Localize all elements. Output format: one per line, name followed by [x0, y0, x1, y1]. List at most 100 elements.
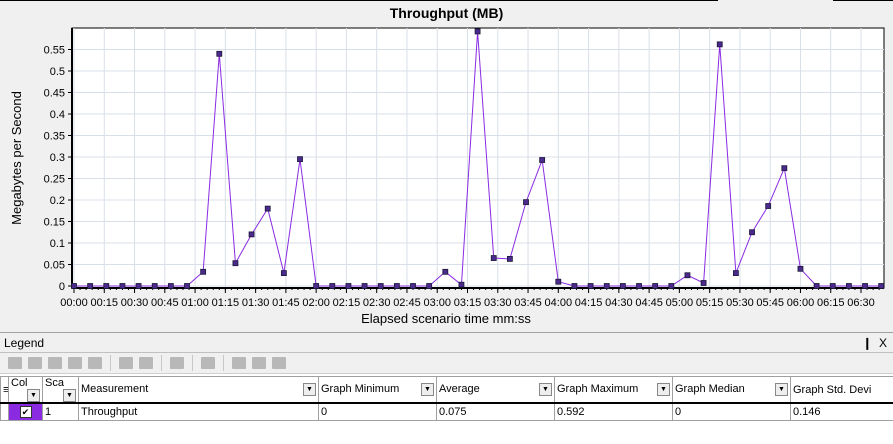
x-tick-label: 00:00 — [60, 297, 88, 309]
column-header-graph-maximum[interactable]: Graph Maximum ▼ — [554, 376, 673, 404]
x-tick-label: 05:30 — [726, 297, 754, 309]
columns-icon[interactable] — [201, 357, 215, 369]
graph-std-dev-cell: 0.146 — [790, 402, 893, 421]
x-tick-label: 02:45 — [393, 297, 421, 309]
x-tick-label: 06:30 — [847, 297, 875, 309]
close-icon[interactable]: X — [878, 336, 887, 350]
x-tick-label: 05:15 — [696, 297, 724, 309]
toolbar-icon[interactable] — [8, 357, 22, 369]
y-tick-label: 0.4 — [50, 109, 65, 121]
data-point — [151, 283, 158, 289]
x-tick-label: 03:45 — [514, 297, 542, 309]
column-header-measurement[interactable]: Measurement ▼ — [78, 376, 319, 404]
data-point — [200, 268, 207, 275]
dropdown-icon: ▼ — [303, 383, 316, 396]
toolbar-icon[interactable] — [170, 357, 184, 369]
dropdown-icon: ▼ — [775, 383, 788, 396]
x-tick-label: 04:45 — [635, 297, 663, 309]
legend-toolbar — [0, 353, 893, 374]
toolbar-icon[interactable] — [232, 357, 246, 369]
data-point — [184, 283, 190, 289]
x-tick-label: 06:00 — [787, 297, 815, 309]
pin-icon[interactable]: ❙ — [862, 336, 873, 350]
data-point — [167, 283, 174, 289]
column-header-average[interactable]: Average ▼ — [436, 376, 555, 404]
toolbar-icon[interactable] — [68, 357, 82, 369]
row-selector[interactable] — [0, 402, 9, 421]
x-tick-label: 01:00 — [181, 297, 209, 309]
y-tick-label: 0.05 — [44, 260, 65, 272]
visibility-checkbox[interactable]: ✔ — [19, 406, 32, 418]
x-tick-label: 00:30 — [121, 297, 149, 309]
data-point — [297, 156, 303, 163]
x-tick-label: 03:30 — [484, 297, 512, 309]
data-point — [636, 283, 642, 289]
y-tick-label: 0.45 — [44, 88, 65, 100]
measurement-cell: Throughput — [78, 402, 319, 421]
data-point — [361, 283, 368, 289]
x-tick-label: 02:30 — [363, 297, 391, 309]
color-cell[interactable]: ✔ — [8, 402, 43, 421]
data-point — [523, 199, 529, 206]
toolbar-icon[interactable] — [28, 357, 42, 369]
data-point — [797, 265, 804, 272]
x-tick-label: 04:15 — [575, 297, 603, 309]
data-point — [668, 283, 675, 289]
column-header-graph-median[interactable]: Graph Median ▼ — [672, 376, 791, 404]
column-header-color[interactable]: Col ▼ — [8, 376, 43, 404]
y-tick-label: 0.5 — [50, 66, 65, 78]
chart-title: Throughput (MB) — [389, 5, 504, 21]
data-point — [845, 283, 852, 289]
table-row[interactable]: ✔ 1 Throughput 0 0.075 0.592 0 0.146 — [0, 402, 893, 421]
dropdown-icon: ▼ — [539, 383, 552, 396]
x-tick-label: 06:15 — [817, 297, 845, 309]
dropdown-icon: ▼ — [63, 389, 76, 402]
toolbar-icon[interactable] — [252, 357, 266, 369]
data-point — [539, 157, 546, 163]
toolbar-icon[interactable] — [119, 357, 133, 369]
throughput-chart[interactable]: 00:00 00:15 00:30 00:45 01:00 01:15 01:30 01:45… — [0, 0, 893, 332]
data-point — [700, 280, 707, 286]
data-point — [232, 260, 239, 267]
toolbar-icon[interactable] — [272, 357, 286, 369]
dropdown-icon: ▼ — [657, 383, 670, 396]
toolbar-icon[interactable] — [48, 357, 62, 369]
y-tick-label: 0.35 — [44, 131, 65, 143]
data-point — [103, 283, 110, 289]
data-point — [878, 283, 885, 289]
data-point — [652, 283, 659, 289]
x-tick-label: 05:45 — [756, 297, 784, 309]
data-point — [345, 283, 352, 289]
column-header-graph-minimum[interactable]: Graph Minimum ▼ — [318, 376, 437, 404]
x-tick-label: 03:00 — [423, 297, 451, 309]
column-header-graph-std-dev[interactable]: Graph Std. Devi — [790, 376, 893, 404]
y-tick-label: 0.55 — [44, 45, 65, 57]
x-tick-label: 01:30 — [242, 297, 270, 309]
data-point — [313, 283, 320, 289]
filter-icon[interactable] — [88, 357, 102, 369]
graph-minimum-cell: 0 — [318, 402, 437, 421]
legend-title: Legend — [4, 336, 45, 350]
y-axis-label: Megabytes per Second — [9, 91, 24, 225]
x-tick-label: 01:15 — [212, 297, 240, 309]
average-cell: 0.075 — [436, 402, 555, 421]
toolbar-icon[interactable] — [139, 357, 153, 369]
x-tick-label: 02:00 — [302, 297, 330, 309]
legend-table: ≡ Col▼ Sca▼ Measurement▼ Graph Minimum▼ … — [0, 376, 893, 421]
data-point — [216, 50, 223, 57]
data-point — [765, 203, 772, 209]
y-tick-label: 0.1 — [50, 238, 65, 250]
row-selector-header[interactable]: ≡ — [0, 376, 9, 404]
data-point — [458, 281, 465, 288]
data-point — [280, 270, 287, 277]
data-point — [119, 283, 126, 289]
graph-median-cell: 0 — [672, 402, 791, 421]
data-point — [410, 283, 416, 289]
data-point — [555, 278, 562, 285]
y-tick-label: 0 — [59, 281, 65, 293]
legend-panel: Legend ❙ X ≡ Col▼ Sca▼ Measurement▼ Grap… — [0, 334, 893, 444]
x-tick-label: 04:30 — [605, 297, 633, 309]
x-tick-label: 01:45 — [272, 297, 300, 309]
column-header-scale[interactable]: Sca ▼ — [42, 376, 79, 404]
chart-panel: Throughput (MB) 00:00 00:15 00:30 00:45 01:0… — [0, 0, 893, 333]
